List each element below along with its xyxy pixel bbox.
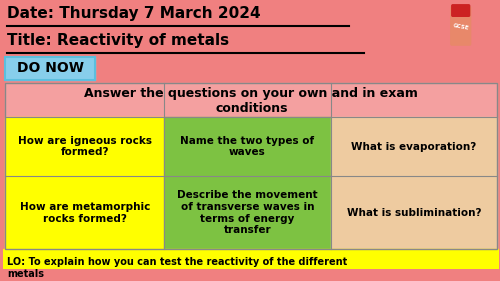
Bar [6,176,164,249]
Text: What is sublimination?: What is sublimination? [347,208,482,218]
Text: LO: To explain how you can test the reactivity of the different
metals: LO: To explain how you can test the reac… [8,257,347,278]
Text: Date: Thursday 7 March 2024: Date: Thursday 7 March 2024 [8,6,261,21]
Bar [164,117,331,176]
Bar [164,176,331,249]
Text: Describe the movement
of transverse waves in
terms of energy
transfer: Describe the movement of transverse wave… [177,191,318,235]
Bar [6,56,94,80]
Bar [331,117,498,176]
Bar [331,176,498,249]
Text: How are metamorphic
rocks formed?: How are metamorphic rocks formed? [20,202,150,224]
FancyBboxPatch shape [451,7,470,45]
Bar [331,117,498,176]
Bar [6,117,164,176]
Bar [164,117,331,176]
Bar [6,176,164,249]
Text: Title: Reactivity of metals: Title: Reactivity of metals [8,33,230,48]
Text: Name the two types of
waves: Name the two types of waves [180,136,314,157]
FancyBboxPatch shape [452,5,469,16]
Text: How are igneous rocks
formed?: How are igneous rocks formed? [18,136,152,157]
Text: GCSE: GCSE [452,23,469,31]
Bar [6,83,498,249]
Text: DO NOW: DO NOW [16,61,84,75]
Bar [6,83,498,249]
Text: Answer the questions on your own and in exam
conditions: Answer the questions on your own and in … [84,87,418,115]
Bar [164,176,331,249]
Bar [4,249,500,269]
Bar [331,176,498,249]
Bar [6,117,164,176]
Text: What is evaporation?: What is evaporation? [352,142,476,152]
Bar [6,56,94,80]
